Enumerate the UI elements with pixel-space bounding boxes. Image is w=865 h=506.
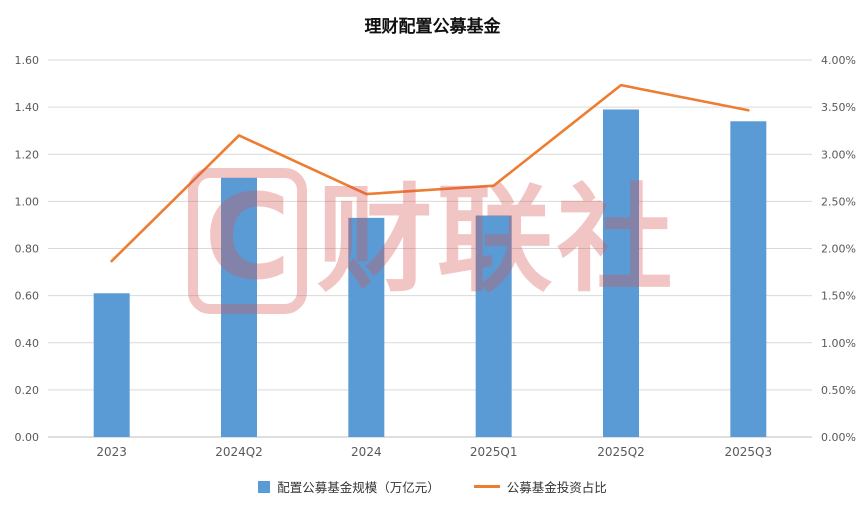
line-series-swatch-icon: [473, 485, 500, 488]
chart-legend: 配置公募基金规模（万亿元） 公募基金投资占比: [0, 477, 865, 496]
right-axis-tick-label: 1.50%: [821, 290, 856, 303]
line-series: [110, 83, 750, 263]
line-series-label: 公募基金投资占比: [506, 480, 607, 495]
left-axis-tick-label: 0.20: [15, 384, 40, 397]
right-axis-tick-label: 3.50%: [821, 101, 856, 114]
bar-series-label: 配置公募基金规模（万亿元）: [277, 480, 440, 495]
left-axis-tick-label: 0.80: [15, 243, 40, 256]
bar-2023: [93, 293, 130, 437]
right-axis-tick-label: 3.00%: [821, 148, 856, 161]
bar-series-swatch-icon: [258, 480, 271, 493]
left-axis-tick-label: 1.00: [15, 195, 40, 208]
legend-item-bar-series: 配置公募基金规模（万亿元）: [258, 477, 440, 496]
x-axis-label-2024Q2: 2024Q2: [215, 445, 263, 459]
left-axis-tick-label: 0.00: [15, 431, 40, 444]
x-axis-label-2025Q2: 2025Q2: [597, 445, 645, 459]
x-axis-label-2024: 2024: [351, 445, 382, 459]
right-axis-tick-label: 0.50%: [821, 384, 856, 397]
bar-2024Q2: [221, 177, 257, 437]
left-axis-tick-label: 1.40: [15, 101, 40, 114]
right-axis-tick-label: 1.00%: [821, 337, 856, 350]
legend-item-line-series: 公募基金投资占比: [473, 477, 607, 496]
right-axis-tick-label: 2.50%: [821, 195, 856, 208]
left-axis-tick-label: 1.20: [15, 148, 40, 161]
left-axis-tick-label: 1.60: [15, 54, 40, 67]
bar-2025Q3: [730, 121, 767, 437]
bar-2024: [348, 217, 385, 437]
left-axis-tick-label: 0.40: [15, 337, 40, 350]
right-axis-tick-label: 2.00%: [821, 243, 856, 256]
right-axis-tick-label: 4.00%: [821, 54, 856, 67]
bar-2025Q1: [475, 215, 512, 437]
x-axis-label-2023: 2023: [96, 445, 127, 459]
x-axis-label-2025Q1: 2025Q1: [470, 445, 518, 459]
right-axis-tick-label: 0.00%: [821, 431, 856, 444]
left-axis-tick-label: 0.60: [15, 290, 40, 303]
bar-2025Q2: [603, 109, 639, 437]
chart-title: 理财配置公募基金: [364, 17, 501, 37]
x-axis-label-2025Q3: 2025Q3: [725, 445, 773, 459]
